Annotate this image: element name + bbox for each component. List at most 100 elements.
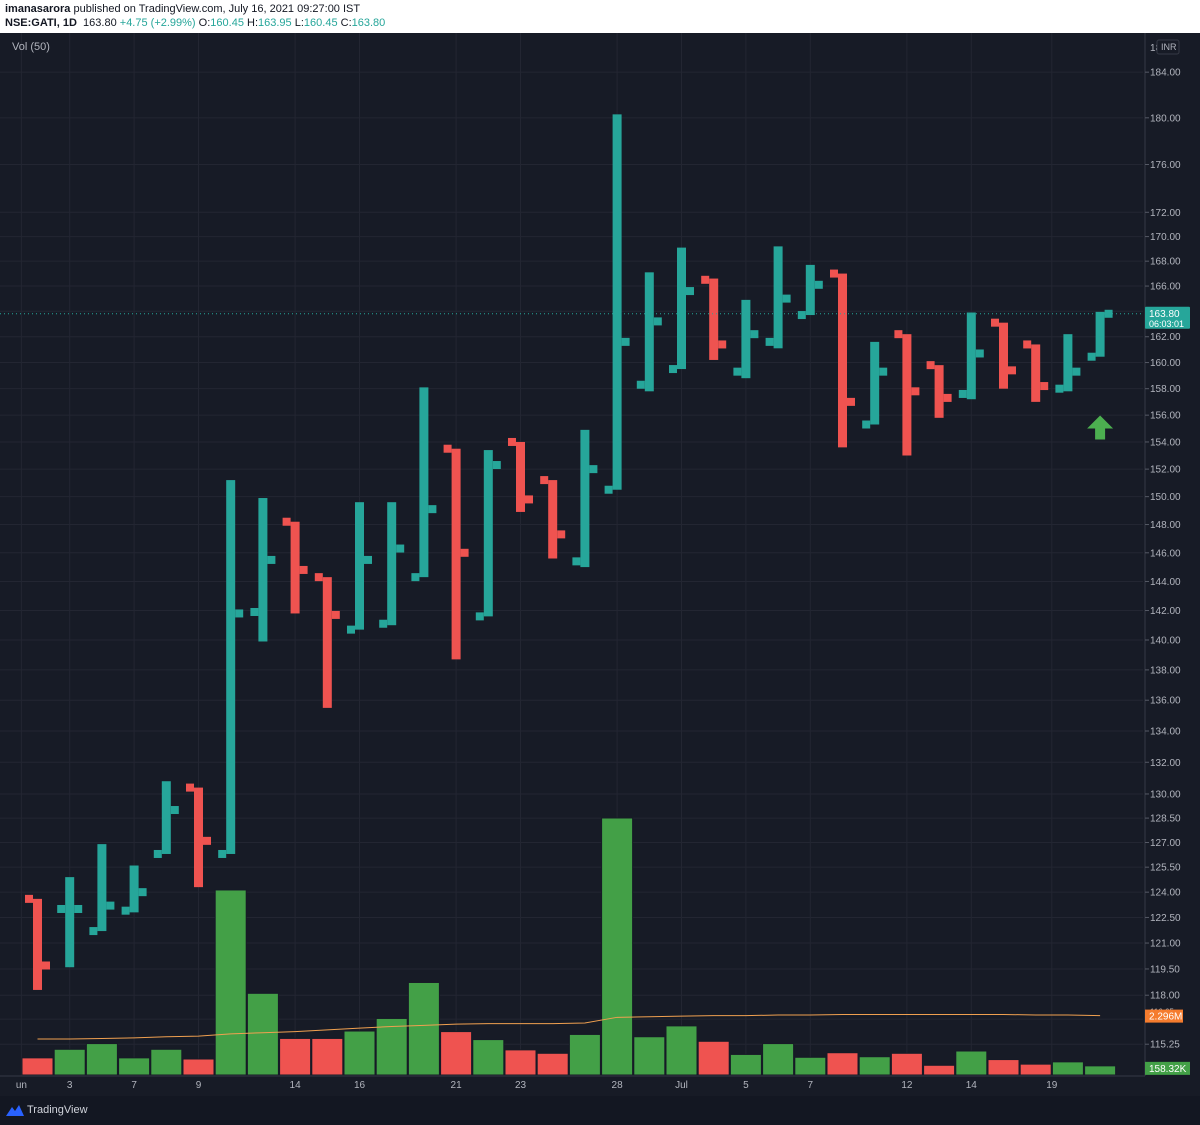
ohlc-bar-body[interactable] xyxy=(1063,334,1073,392)
price-axis-label: 121.00 xyxy=(1150,939,1181,950)
ohlc-bar-body[interactable] xyxy=(419,387,429,578)
ohlc-open-tick xyxy=(540,476,549,485)
ohlc-open-tick xyxy=(894,330,903,339)
price-chart[interactable]: 115.25116.65118.00119.50121.00122.50124.… xyxy=(0,33,1200,1096)
ohlc-bar-body[interactable] xyxy=(548,480,558,559)
ohlc-bar-body[interactable] xyxy=(612,114,622,490)
tradingview-brand[interactable]: TradingView xyxy=(27,1104,88,1116)
time-axis-label: 12 xyxy=(901,1080,913,1091)
last-price: 163.80 xyxy=(83,17,117,29)
ohlc-open-tick xyxy=(25,894,33,903)
author-name[interactable]: imanasarora xyxy=(5,3,71,15)
ohlc-open-tick xyxy=(669,365,677,374)
time-axis-label: un xyxy=(16,1080,27,1091)
ohlc-bar-body[interactable] xyxy=(838,273,847,448)
ohlc-close-tick xyxy=(814,280,823,289)
ohlc-bar-body[interactable] xyxy=(741,299,751,379)
tradingview-logo-icon[interactable] xyxy=(6,1104,24,1116)
volume-bar xyxy=(601,817,634,1076)
time-axis-label: 3 xyxy=(67,1080,73,1091)
price-axis-label: 125.50 xyxy=(1150,863,1181,874)
price-axis-label: 130.00 xyxy=(1150,789,1181,800)
ohlc-bar-body[interactable] xyxy=(999,322,1008,389)
ohlc-open-tick xyxy=(1087,352,1096,361)
ohlc-open-tick xyxy=(636,380,645,389)
ohlc-bar-body[interactable] xyxy=(1095,311,1105,357)
ohlc-bar-body[interactable] xyxy=(934,365,944,418)
price-axis-label: 166.00 xyxy=(1150,282,1181,293)
volume-last-badge xyxy=(1145,1061,1190,1075)
volume-bar xyxy=(311,1037,344,1076)
time-axis-label: 14 xyxy=(290,1080,302,1091)
ohlc-open-tick xyxy=(153,849,162,858)
ohlc-bar-body[interactable] xyxy=(451,448,461,660)
ohlc-bar-body[interactable] xyxy=(65,877,75,968)
ohlc-close-tick xyxy=(235,609,244,618)
ohlc-close-tick xyxy=(943,393,952,402)
ohlc-bar-body[interactable] xyxy=(870,341,880,425)
price-axis-label: 184.00 xyxy=(1150,68,1181,79)
ohlc-bar-body[interactable] xyxy=(161,781,171,854)
ohlc-bar-body[interactable] xyxy=(483,450,493,617)
volume-bar xyxy=(987,1059,1020,1076)
ohlc-close-tick xyxy=(686,287,694,296)
volume-bar xyxy=(665,1025,698,1076)
ohlc-bar-body[interactable] xyxy=(258,498,268,642)
ohlc-bar-body[interactable] xyxy=(33,898,42,990)
ohlc-bar-body[interactable] xyxy=(226,480,236,854)
ohlc-bar-body[interactable] xyxy=(580,429,590,568)
volume-bar xyxy=(826,1052,859,1076)
volume-bar xyxy=(923,1064,956,1076)
ohlc-bar-body[interactable] xyxy=(129,865,139,913)
ohlc-bar-body[interactable] xyxy=(97,844,107,932)
price-axis-label: 142.00 xyxy=(1150,606,1181,617)
volume-ma-badge xyxy=(1145,1009,1183,1023)
ohlc-open-tick xyxy=(830,269,838,278)
up-arrow-icon[interactable] xyxy=(1087,415,1114,440)
ohlc-open-tick xyxy=(701,275,710,284)
ohlc-bar-body[interactable] xyxy=(773,246,783,349)
ohlc-close-tick xyxy=(525,495,533,504)
volume-bar xyxy=(85,1043,118,1076)
volume-bar xyxy=(21,1057,54,1076)
ohlc-close-tick xyxy=(1040,382,1049,391)
ohlc-bar-body[interactable] xyxy=(516,441,525,512)
time-axis-label: 16 xyxy=(354,1080,366,1091)
ohlc-close-tick xyxy=(331,610,340,619)
ohlc-bar-body[interactable] xyxy=(677,247,686,370)
time-axis-label: 23 xyxy=(515,1080,527,1091)
ohlc-close-tick xyxy=(267,555,276,564)
price-axis-label: 115.25 xyxy=(1150,1040,1180,1051)
price-axis-label: 148.00 xyxy=(1150,520,1181,531)
ohlc-close-tick xyxy=(782,294,791,303)
ohlc-bar-body[interactable] xyxy=(709,278,719,360)
volume-bar xyxy=(504,1049,537,1076)
volume-ma-line xyxy=(37,1013,1101,1040)
ohlc-bar-body[interactable] xyxy=(194,787,203,888)
currency-badge[interactable] xyxy=(1156,39,1180,55)
time-axis-label: 7 xyxy=(131,1080,137,1091)
ohlc-close-tick xyxy=(203,836,211,845)
time-axis-label: 28 xyxy=(612,1080,624,1091)
ohlc-bar-body[interactable] xyxy=(966,312,976,400)
ohlc-close-tick xyxy=(879,367,888,376)
time-axis-label: 7 xyxy=(808,1080,814,1091)
volume-bar xyxy=(150,1048,183,1076)
ohlc-open-tick xyxy=(733,367,742,376)
ohlc-bar-body[interactable] xyxy=(322,577,332,708)
ohlc-bar-body[interactable] xyxy=(387,502,397,626)
volume-bar xyxy=(407,981,440,1076)
ohlc-bar-body[interactable] xyxy=(805,264,815,316)
ohlc-bar-body[interactable] xyxy=(1031,344,1041,402)
ohlc-bar-body[interactable] xyxy=(290,521,300,614)
ohlc-bar-body[interactable] xyxy=(644,272,654,392)
ohlc-bar-body[interactable] xyxy=(355,502,364,630)
ohlc-close-tick xyxy=(460,548,469,557)
ohlc-bar-body[interactable] xyxy=(902,334,912,456)
symbol-label[interactable]: NSE:GATI, 1D xyxy=(5,17,77,29)
volume-last-value: 158.32K xyxy=(1149,1064,1187,1075)
ohlc-close-tick xyxy=(396,544,405,553)
price-axis[interactable] xyxy=(1145,33,1200,1096)
volume-bar xyxy=(762,1043,795,1076)
ohlc-close-tick xyxy=(1072,367,1081,376)
